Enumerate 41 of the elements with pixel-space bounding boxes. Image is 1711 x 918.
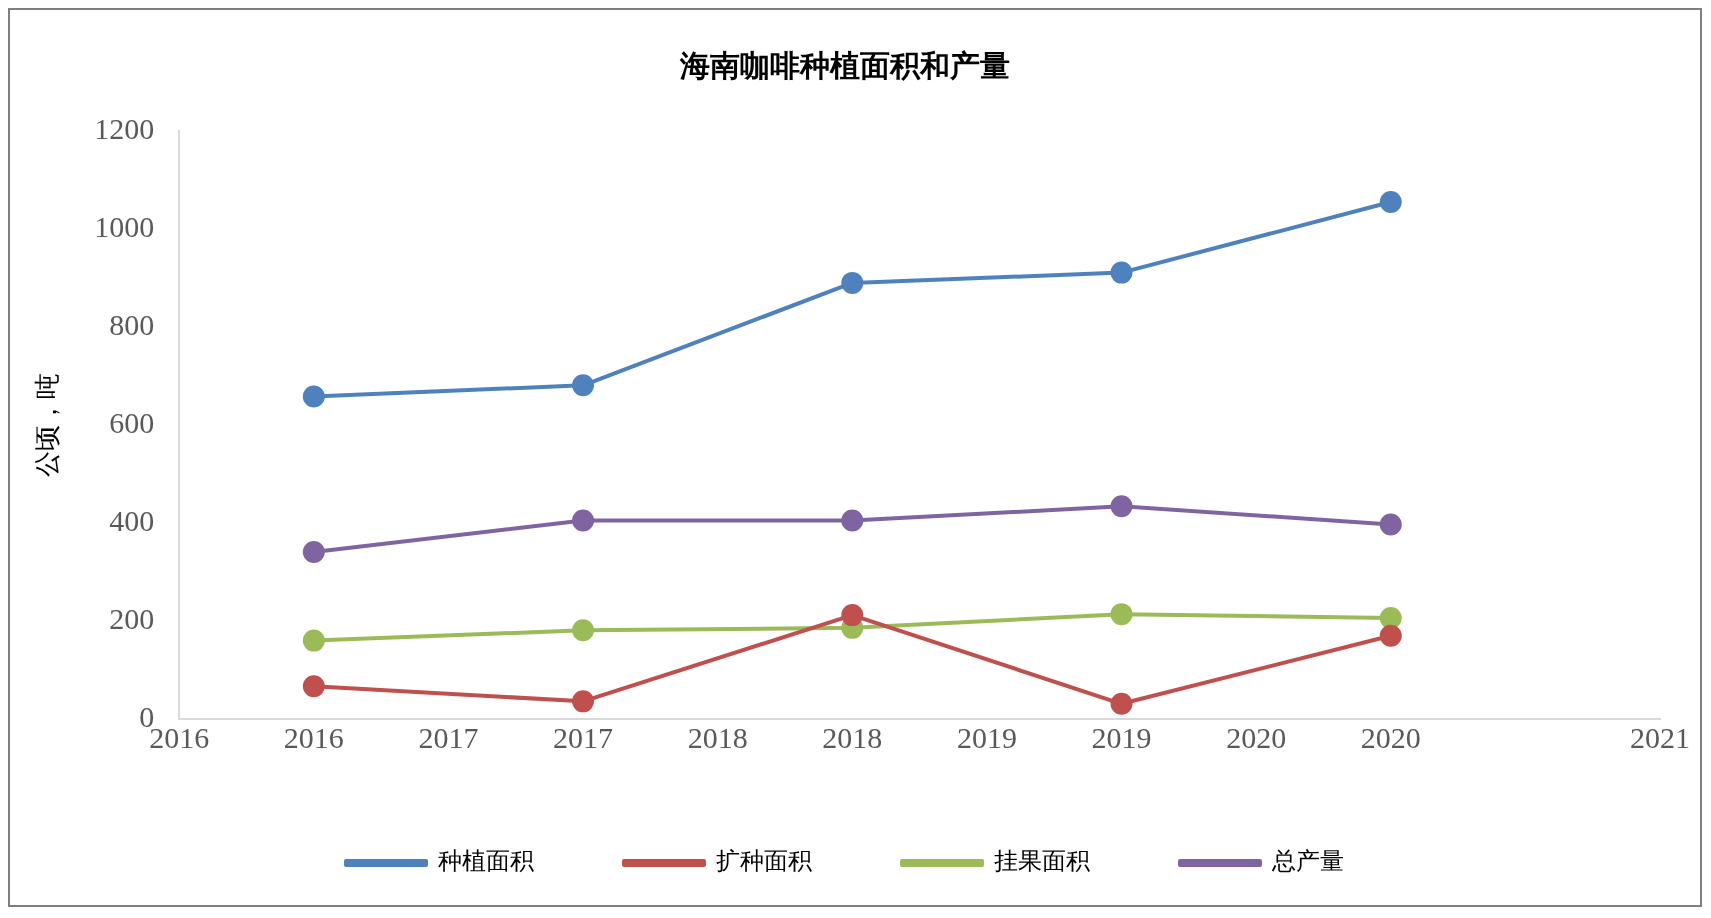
point — [1379, 607, 1402, 630]
legend-label: 扩种面积 — [716, 847, 812, 876]
x-tick-label: 2017 — [418, 720, 479, 754]
point — [1110, 692, 1133, 715]
x-tick-label: 2020 — [1226, 720, 1287, 754]
point — [572, 619, 595, 642]
point — [841, 509, 864, 532]
point — [841, 604, 864, 627]
x-tick-label: 2021 — [1630, 720, 1690, 754]
point — [1110, 261, 1133, 284]
x-tick-label: 2016 — [283, 720, 344, 754]
y-axis-title: 公顷，吨 — [32, 373, 63, 477]
y-tick-label: 400 — [109, 503, 155, 537]
x-tick-label: 2020 — [1360, 720, 1421, 754]
point — [572, 374, 595, 397]
point — [572, 509, 595, 532]
x-tick-label: 2019 — [1091, 720, 1152, 754]
chart-title: 海南咖啡种植面积和产量 — [679, 47, 1010, 83]
x-tick-label: 2018 — [822, 720, 883, 754]
y-tick-label: 1200 — [94, 111, 155, 145]
point — [572, 690, 595, 713]
y-tick-label: 200 — [109, 601, 155, 635]
legend-label: 挂果面积 — [994, 847, 1090, 876]
point — [1379, 624, 1402, 647]
point — [302, 675, 325, 698]
point — [302, 540, 325, 563]
point — [841, 271, 864, 294]
point — [302, 629, 325, 652]
legend-label: 总产量 — [1271, 847, 1344, 876]
point — [1379, 513, 1402, 536]
x-tick-label: 2019 — [956, 720, 1017, 754]
point — [1379, 191, 1402, 214]
point — [1110, 495, 1133, 518]
y-tick-label: 1000 — [94, 209, 155, 243]
y-tick-label: 800 — [109, 307, 155, 341]
y-tick-label: 600 — [109, 405, 155, 439]
legend-label: 种植面积 — [438, 847, 534, 876]
point — [1110, 603, 1133, 626]
x-tick-label: 2017 — [553, 720, 614, 754]
x-tick-label: 2018 — [687, 720, 748, 754]
point — [302, 385, 325, 408]
